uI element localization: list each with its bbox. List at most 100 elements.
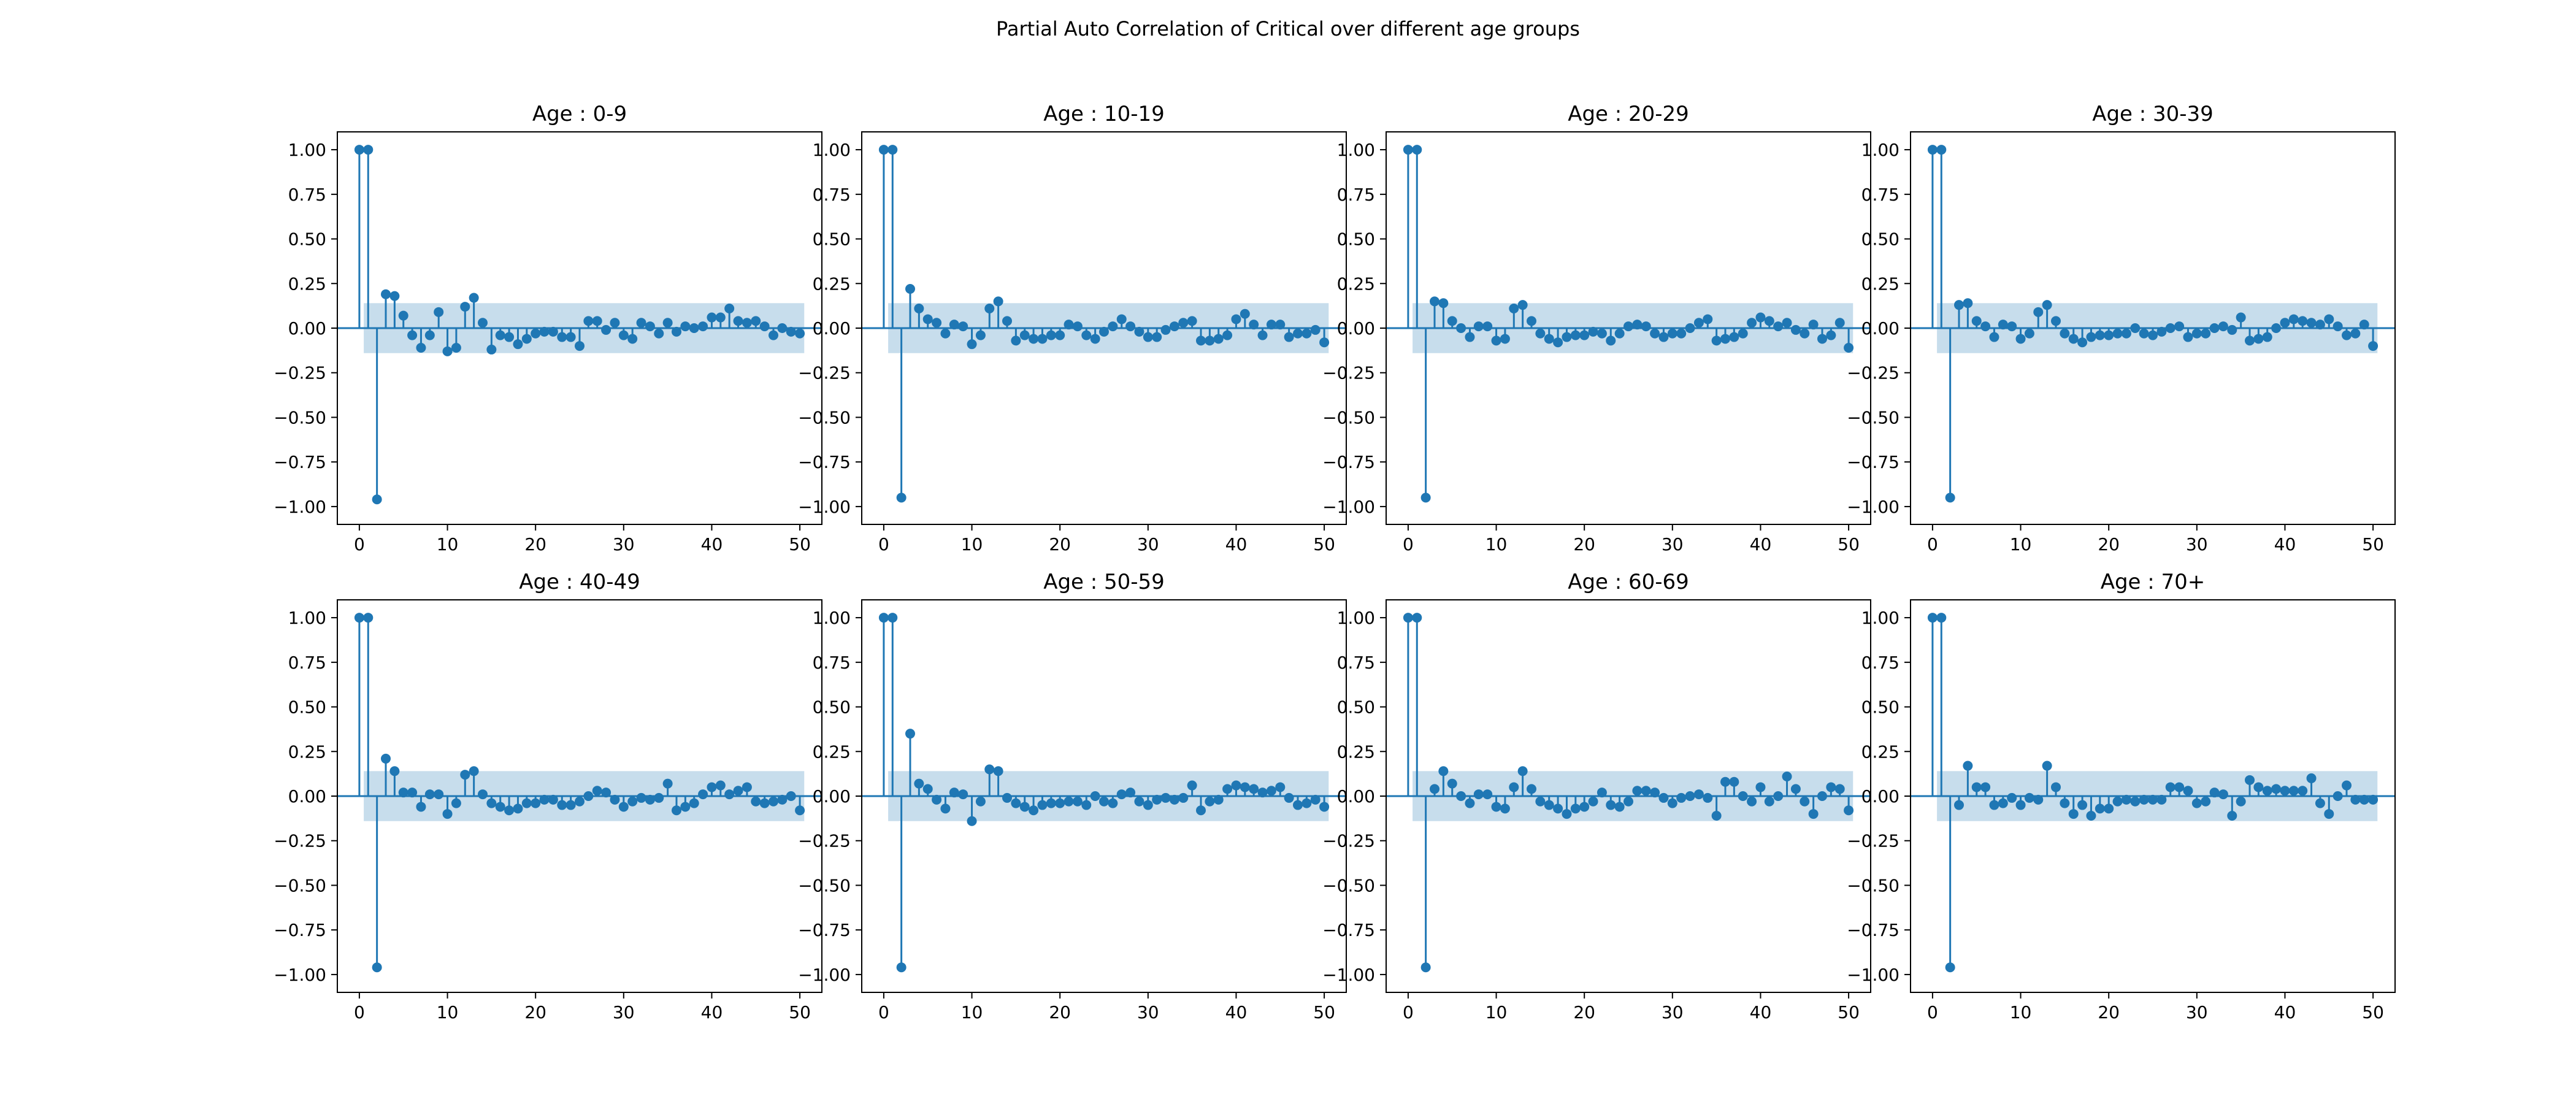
- x-tick-label: 50: [789, 1002, 811, 1022]
- data-point: [2368, 341, 2379, 351]
- data-point: [769, 330, 778, 340]
- subplot-title: Age : 40-49: [519, 570, 640, 594]
- data-point: [878, 613, 889, 623]
- data-point: [1535, 796, 1546, 807]
- data-point: [469, 293, 479, 303]
- data-point: [777, 794, 788, 805]
- data-point: [1544, 334, 1554, 344]
- data-point: [1473, 789, 1484, 800]
- data-point: [1037, 800, 1048, 810]
- data-point: [707, 782, 717, 792]
- data-point: [1562, 809, 1572, 819]
- data-point: [1160, 792, 1171, 803]
- x-tick-label: 20: [1573, 534, 1595, 554]
- y-tick-label: −0.50: [1322, 875, 1375, 895]
- y-tick-label: 0.50: [1861, 229, 1899, 250]
- data-point: [592, 786, 602, 796]
- data-point: [1125, 788, 1136, 798]
- y-tick-label: 0.25: [1861, 742, 1899, 762]
- y-tick-label: −0.75: [1322, 452, 1375, 472]
- data-point: [1002, 316, 1012, 326]
- data-point: [2324, 809, 2334, 819]
- data-point: [1002, 792, 1012, 803]
- data-point: [1676, 328, 1687, 339]
- data-point: [1980, 321, 1991, 332]
- data-point: [1420, 493, 1431, 503]
- data-point: [2236, 312, 2246, 323]
- data-point: [2209, 323, 2220, 333]
- data-point: [1108, 321, 1118, 332]
- data-point: [565, 332, 576, 342]
- data-point: [1755, 782, 1766, 792]
- x-tick-label: 10: [2010, 534, 2032, 554]
- y-tick-label: 0.50: [1337, 697, 1375, 718]
- data-point: [451, 343, 461, 353]
- data-point: [1817, 334, 1827, 344]
- data-point: [2148, 330, 2158, 340]
- data-point: [1614, 328, 1625, 339]
- x-tick-label: 0: [1403, 534, 1414, 554]
- data-point: [2015, 800, 2026, 810]
- data-point: [2306, 773, 2317, 783]
- data-point: [1936, 145, 1947, 155]
- subplot-8: Age : 70+ 0 10 20 30 40 50 1.00 0.75 0.50 0.25 0.00…: [1847, 570, 2396, 1022]
- y-tick-label: 0.75: [1861, 653, 1899, 673]
- data-point: [1632, 320, 1643, 330]
- data-point: [2165, 323, 2175, 333]
- data-point: [1790, 324, 1801, 335]
- data-point: [1764, 796, 1774, 807]
- x-tick-label: 10: [2010, 1002, 2032, 1022]
- y-tick-label: −0.25: [1847, 831, 1899, 851]
- x-tick-label: 20: [524, 534, 546, 554]
- data-point: [521, 334, 532, 344]
- data-point: [618, 330, 629, 340]
- y-tick-label: −1.00: [274, 497, 326, 517]
- data-point: [1685, 323, 1695, 333]
- data-point: [504, 805, 515, 816]
- data-point: [733, 316, 743, 326]
- data-point: [742, 318, 752, 328]
- data-point: [680, 321, 691, 332]
- data-point: [2121, 794, 2131, 805]
- data-point: [1755, 312, 1766, 323]
- x-tick-label: 40: [1225, 534, 1248, 554]
- subplot-title: Age : 0-9: [532, 102, 627, 126]
- y-tick-label: 1.00: [288, 608, 326, 628]
- data-point: [1319, 802, 1330, 812]
- x-tick-label: 20: [1049, 534, 1071, 554]
- subplot-title: Age : 30-39: [2092, 102, 2214, 126]
- data-point: [610, 794, 620, 805]
- data-point: [486, 344, 497, 355]
- data-point: [1834, 318, 1845, 328]
- data-point: [1081, 330, 1092, 340]
- y-tick-label: −0.25: [1322, 831, 1375, 851]
- data-point: [1844, 805, 1854, 816]
- data-point: [2350, 328, 2361, 339]
- data-point: [2139, 328, 2149, 339]
- data-point: [354, 145, 364, 155]
- data-point: [654, 328, 664, 339]
- data-point: [795, 328, 805, 339]
- data-point: [1658, 332, 1669, 342]
- data-point: [416, 802, 426, 812]
- data-point: [486, 798, 497, 808]
- y-tick-label: −0.75: [798, 920, 851, 940]
- data-point: [1187, 780, 1197, 791]
- data-point: [521, 798, 532, 808]
- y-tick-label: 0.50: [813, 697, 851, 718]
- data-point: [1240, 782, 1250, 792]
- data-point: [1623, 321, 1633, 332]
- data-point: [1658, 792, 1669, 803]
- data-point: [940, 803, 951, 814]
- data-point: [1570, 803, 1581, 814]
- data-point: [1927, 613, 1938, 623]
- data-point: [1963, 761, 1973, 771]
- data-point: [2201, 328, 2211, 339]
- data-point: [451, 798, 461, 808]
- x-tick-label: 50: [1838, 1002, 1860, 1022]
- data-point: [1143, 332, 1153, 342]
- y-tick-label: 1.00: [1861, 140, 1899, 160]
- x-tick-label: 30: [1662, 1002, 1684, 1022]
